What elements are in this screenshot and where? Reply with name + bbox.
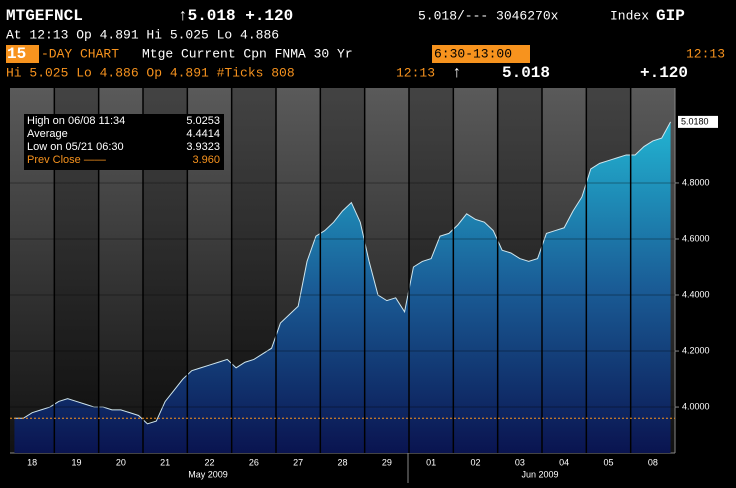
stat-label: High on 06/08 11:34 (27, 115, 125, 127)
chart-kind: -DAY CHART (41, 46, 119, 61)
x-tick-label: 19 (71, 457, 81, 467)
days-bg (6, 45, 39, 63)
x-tick-label: 22 (204, 457, 214, 467)
time4: 12:13 (396, 65, 435, 80)
x-tick-label: 29 (382, 457, 392, 467)
line2: At 12:13 Op 4.891 Hi 5.025 Lo 4.886 (6, 27, 279, 42)
index-label: Index (610, 8, 649, 23)
x-tick-label: 28 (337, 457, 347, 467)
area (14, 121, 671, 453)
x-tick-label: 27 (293, 457, 303, 467)
last-price-tag (678, 115, 718, 128)
description: Mtge Current Cpn FNMA 30 Yr (142, 46, 353, 61)
stat-value: 3.9323 (186, 141, 220, 153)
ticker: MTGEFNCL (6, 7, 83, 25)
x-tick-label: 26 (249, 457, 259, 467)
month-label: Jun 2009 (521, 469, 558, 479)
y-tick-label: 4.0000 (682, 401, 710, 411)
y-tick-label: 4.2000 (682, 345, 710, 355)
x-tick-label: 04 (559, 457, 569, 467)
days: 15 (7, 45, 26, 63)
last4: 5.018 (502, 64, 550, 82)
stat-value: 3.960 (192, 154, 220, 166)
x-tick-label: 01 (426, 457, 436, 467)
x-tick-label: 18 (27, 457, 37, 467)
stat-label: Average (27, 128, 68, 140)
stat-value: 4.4414 (186, 128, 220, 140)
stat-value: 5.0253 (186, 115, 220, 127)
stat-label: Low on 05/21 06:30 (27, 141, 124, 153)
y-tick-label: 4.6000 (682, 233, 710, 243)
quote: 5.018/--- 3046270x (418, 8, 559, 23)
y-tick-label: 4.8000 (682, 177, 710, 187)
y-tick-label: 4.4000 (682, 289, 710, 299)
change-head: ↑5.018 +.120 (178, 7, 293, 25)
x-tick-label: 08 (648, 457, 658, 467)
time-right: 12:13 (686, 46, 725, 61)
stat-label: Prev Close —— (27, 154, 106, 166)
line (14, 121, 672, 425)
last-price-label: 5.0180 (681, 116, 709, 126)
session-bg (432, 45, 530, 63)
x-tick-label: 21 (160, 457, 170, 467)
session: 6:30-13:00 (434, 46, 512, 61)
x-tick-label: 02 (470, 457, 480, 467)
source: GIP (656, 7, 685, 25)
x-tick-label: 20 (116, 457, 126, 467)
x-tick-label: 05 (603, 457, 613, 467)
stats-box (24, 114, 224, 170)
line4: Hi 5.025 Lo 4.886 Op 4.891 #Ticks 808 (6, 65, 295, 80)
change4: +.120 (640, 64, 688, 82)
month-label: May 2009 (188, 469, 228, 479)
arrow4: ↑ (452, 64, 462, 82)
x-tick-label: 03 (515, 457, 525, 467)
